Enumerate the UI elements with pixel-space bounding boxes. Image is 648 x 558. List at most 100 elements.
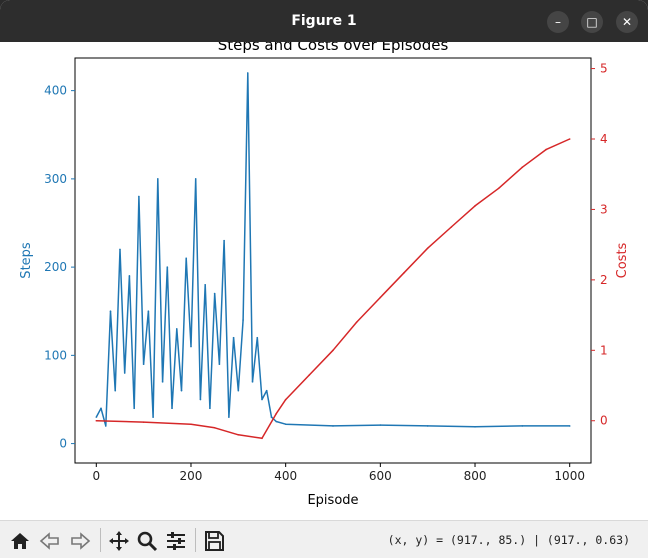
toolbar-separator xyxy=(195,528,196,552)
x-axis-label: Episode xyxy=(307,493,358,508)
data-point-costs xyxy=(237,434,240,436)
configure-subplots-icon xyxy=(167,532,185,550)
data-point-steps xyxy=(104,425,107,427)
y-left-tick-label: 100 xyxy=(44,348,67,362)
data-point-steps xyxy=(213,292,216,295)
data-point-steps xyxy=(142,363,145,365)
data-point-steps xyxy=(568,425,571,427)
data-point-steps xyxy=(147,310,150,313)
data-point-steps xyxy=(521,425,524,427)
navigation-toolbar: (x, y) = (917., 85.) | (917., 0.63) xyxy=(0,520,648,558)
data-point-steps xyxy=(95,416,98,418)
data-point-steps xyxy=(199,398,202,401)
data-point-steps xyxy=(166,266,169,268)
y-left-tick-label: 400 xyxy=(44,84,67,98)
data-point-costs xyxy=(332,349,334,352)
home-button[interactable] xyxy=(8,529,32,553)
data-point-steps xyxy=(157,178,159,180)
x-tick-label: 600 xyxy=(369,469,392,483)
data-point-costs xyxy=(545,148,547,151)
data-point-steps xyxy=(218,363,221,365)
data-point-steps xyxy=(133,407,135,410)
data-point-costs xyxy=(95,419,98,422)
x-tick-label: 1000 xyxy=(554,469,585,483)
y-right-tick-label: 3 xyxy=(600,202,608,216)
y-right-tick-label: 2 xyxy=(600,273,608,287)
series-line-costs xyxy=(96,138,571,440)
y-right-axis-label: Costs xyxy=(615,242,630,278)
data-point-costs xyxy=(284,398,287,401)
data-point-costs xyxy=(190,423,192,426)
data-point-steps xyxy=(228,416,230,418)
y-left-axis-label: Steps xyxy=(19,242,34,279)
data-point-steps xyxy=(270,416,273,418)
data-point-steps xyxy=(251,381,254,383)
pan-button[interactable] xyxy=(107,529,131,553)
data-point-costs xyxy=(142,421,145,423)
data-point-steps xyxy=(232,336,235,339)
data-point-steps xyxy=(109,310,112,313)
data-point-steps xyxy=(223,239,225,242)
data-point-steps xyxy=(284,423,287,425)
data-point-costs xyxy=(213,426,216,429)
save-icon xyxy=(205,531,224,551)
x-tick-label: 800 xyxy=(464,469,487,483)
data-point-steps xyxy=(190,345,192,348)
back-arrow-icon xyxy=(39,532,59,550)
close-icon: ✕ xyxy=(621,15,633,29)
maximize-button[interactable]: □ xyxy=(581,11,603,33)
data-point-costs xyxy=(275,412,277,415)
y-left-tick-label: 200 xyxy=(44,260,67,274)
plot-area: 0 200 400 600 800 1000 0 100 200 300 400 0 1 2 3 4 5 Step… xyxy=(0,36,648,520)
y-right-tick-label: 5 xyxy=(600,62,608,76)
pan-icon xyxy=(109,531,129,551)
data-point-costs xyxy=(261,437,263,440)
data-point-steps xyxy=(119,248,121,251)
zoom-icon xyxy=(137,531,158,552)
data-point-steps xyxy=(237,389,240,392)
data-point-costs xyxy=(355,321,358,323)
data-point-steps xyxy=(275,420,277,423)
y-left-tick-label: 0 xyxy=(59,437,67,451)
data-point-steps xyxy=(138,195,140,198)
data-point-steps xyxy=(332,425,334,427)
chart: 0 200 400 600 800 1000 0 100 200 300 400 0 1 2 3 4 5 Step… xyxy=(19,36,630,508)
zoom-button[interactable] xyxy=(135,529,159,553)
data-point-steps xyxy=(204,283,206,286)
data-point-steps xyxy=(256,336,259,339)
chart-title: Steps and Costs over Episodes xyxy=(218,42,449,54)
x-tick-label: 200 xyxy=(180,469,203,483)
data-point-steps xyxy=(114,389,117,392)
data-point-costs xyxy=(568,138,571,140)
data-point-costs xyxy=(426,247,429,249)
data-point-costs xyxy=(497,187,500,190)
data-point-steps xyxy=(171,407,173,410)
configure-subplots-button[interactable] xyxy=(164,529,188,553)
series-line-steps xyxy=(95,72,570,428)
forward-button[interactable] xyxy=(68,529,92,553)
data-point-steps xyxy=(161,381,164,383)
data-point-costs xyxy=(450,226,453,228)
data-point-steps xyxy=(242,319,244,321)
save-button[interactable] xyxy=(202,529,226,553)
data-point-steps xyxy=(194,178,197,180)
y-right-tick-label: 0 xyxy=(600,414,608,428)
minimize-button[interactable]: – xyxy=(547,11,569,33)
data-point-steps xyxy=(246,72,249,74)
y-right-tick-label: 4 xyxy=(600,132,608,146)
data-point-steps xyxy=(128,275,131,277)
data-point-costs xyxy=(379,296,382,299)
back-button[interactable] xyxy=(38,529,62,553)
window-title: Figure 1 xyxy=(291,13,357,29)
close-button[interactable]: ✕ xyxy=(616,11,638,33)
y-right-tick-label: 1 xyxy=(600,343,608,357)
cursor-coordinates: (x, y) = (917., 85.) | (917., 0.63) xyxy=(387,533,630,547)
minimize-icon: – xyxy=(555,15,561,29)
data-point-costs xyxy=(474,205,476,207)
data-point-steps xyxy=(152,416,154,418)
data-point-steps xyxy=(175,328,178,330)
y-left-tick-label: 300 xyxy=(44,172,67,186)
data-point-costs xyxy=(403,272,405,274)
title-bar: Figure 1 – □ ✕ xyxy=(0,0,648,42)
